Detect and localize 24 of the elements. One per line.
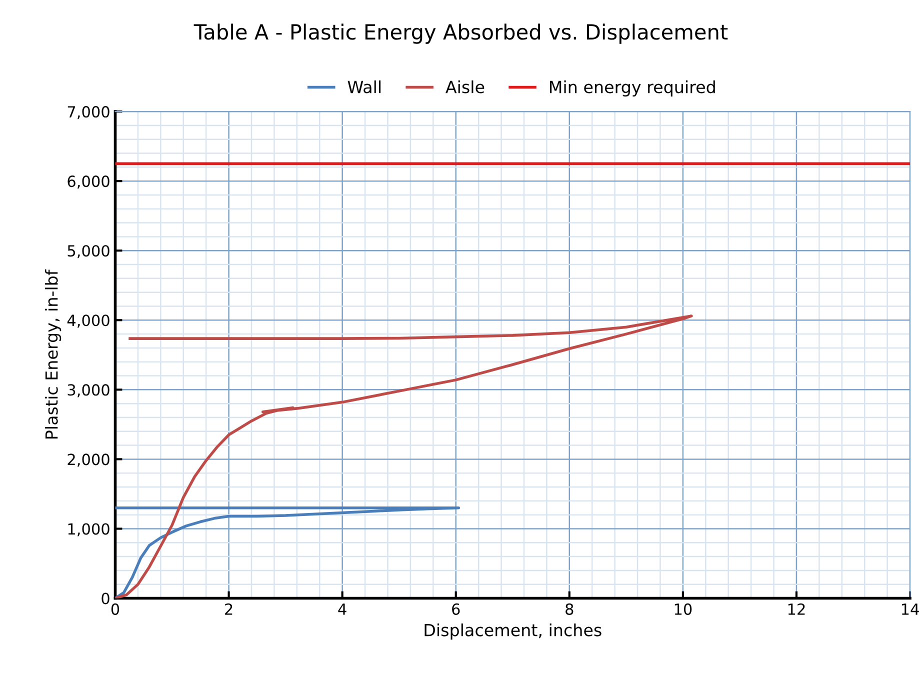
y-tick-label: 7,000 [68, 106, 110, 120]
y-tick-label: 1,000 [68, 523, 110, 536]
x-tick-label: 4 [338, 604, 346, 615]
line-series [115, 506, 460, 598]
line-series [115, 314, 693, 598]
y-axis-title: Plastic Energy, in-lbf [44, 269, 62, 438]
x-tick-label: 8 [566, 603, 574, 615]
x-tick-label: 0 [111, 603, 120, 615]
legend-label: Min energy required [550, 80, 715, 97]
y-tick-label: 3,000 [68, 384, 110, 398]
y-tick-label: 5,000 [68, 245, 110, 258]
y-tick-label: 6,000 [68, 176, 110, 189]
x-tick-label: 2 [225, 603, 232, 615]
y-tick-label: 2,000 [68, 454, 110, 467]
y-tick-label: 4,000 [67, 314, 110, 328]
x-tick-label: 10 [674, 603, 692, 615]
legend-label: Wall [348, 80, 381, 94]
x-axis-title: Displacement, inches [424, 623, 602, 640]
y-tick-label: 0 [102, 592, 110, 604]
legend-label: Aisle [446, 80, 484, 94]
x-tick-label: 6 [452, 603, 460, 615]
x-tick-label: 12 [788, 603, 805, 615]
x-tick-label: 14 [902, 604, 919, 615]
chart-title: Table A - Plastic Energy Absorbed vs. Displacement [194, 24, 728, 44]
